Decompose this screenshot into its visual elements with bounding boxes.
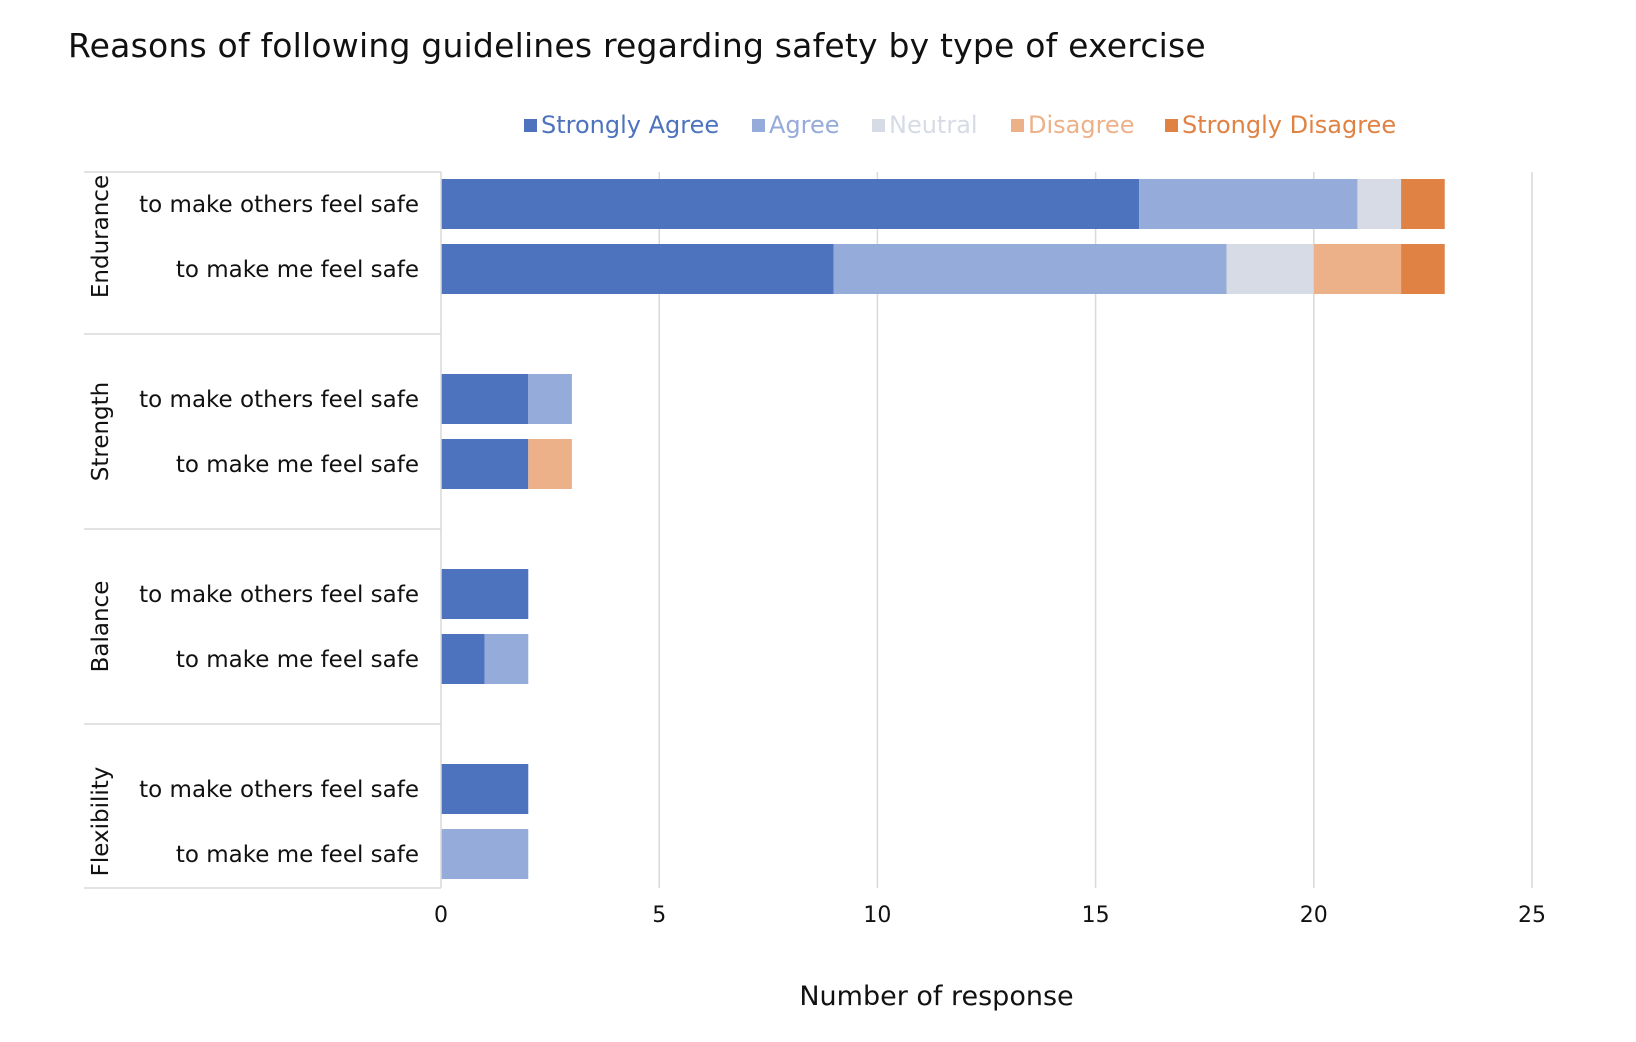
bar-disagree — [1313, 244, 1402, 294]
category-label: to make others feel safe — [139, 582, 419, 608]
category-label: to make me feel safe — [176, 257, 419, 283]
group-label: Flexibility — [88, 767, 114, 877]
bar-strongly-disagree — [1401, 244, 1445, 294]
group-label: Endurance — [88, 175, 114, 298]
legend-label: Strongly Agree — [541, 111, 719, 139]
bar-agree — [833, 244, 1227, 294]
bars — [441, 179, 1445, 879]
legend-swatch — [872, 119, 885, 132]
bar-agree — [484, 634, 529, 684]
bar-strongly-agree — [441, 179, 1140, 229]
legend: Strongly Agree Agree Neutral Disagree Strong… — [524, 111, 1396, 139]
legend-swatch — [1165, 119, 1178, 132]
category-label: to make others feel safe — [139, 777, 419, 803]
legend-label: Agree — [769, 111, 840, 139]
bar-strongly-agree — [441, 439, 529, 489]
bar-strongly-agree — [441, 374, 529, 424]
group-label: Balance — [88, 581, 114, 673]
category-label: to make me feel safe — [176, 452, 419, 478]
bar-neutral — [1357, 179, 1402, 229]
x-tick-label: 5 — [652, 903, 666, 928]
bar-disagree — [528, 439, 572, 489]
x-tick-label: 20 — [1300, 903, 1328, 928]
legend-swatch — [524, 119, 537, 132]
bar-strongly-agree — [441, 569, 529, 619]
chart-title: Reasons of following guidelines regardin… — [68, 26, 1206, 65]
x-tick-label: 15 — [1082, 903, 1110, 928]
x-axis-title: Number of response — [799, 981, 1073, 1012]
bar-strongly-agree — [441, 244, 834, 294]
legend-label: Strongly Disagree — [1182, 111, 1396, 139]
x-tick-label: 0 — [434, 903, 448, 928]
bar-agree — [1139, 179, 1358, 229]
bar-strongly-agree — [441, 634, 485, 684]
legend-label: Disagree — [1028, 111, 1134, 139]
x-tick-label: 10 — [863, 903, 891, 928]
bar-agree — [441, 829, 529, 879]
category-label: to make others feel safe — [139, 387, 419, 413]
legend-label: Neutral — [889, 111, 978, 139]
legend-swatch — [1011, 119, 1024, 132]
bar-strongly-disagree — [1401, 179, 1445, 229]
legend-swatch — [752, 119, 765, 132]
x-axis-ticks: 0 5 10 15 20 25 — [434, 903, 1546, 928]
category-axis: to make others feel safe to make me feel … — [84, 171, 442, 889]
group-label: Strength — [88, 382, 114, 482]
category-label: to make others feel safe — [139, 192, 419, 218]
bar-agree — [528, 374, 572, 424]
x-tick-label: 25 — [1518, 903, 1546, 928]
bar-neutral — [1226, 244, 1314, 294]
category-label: to make me feel safe — [176, 647, 419, 673]
category-label: to make me feel safe — [176, 842, 419, 868]
bar-strongly-agree — [441, 764, 529, 814]
